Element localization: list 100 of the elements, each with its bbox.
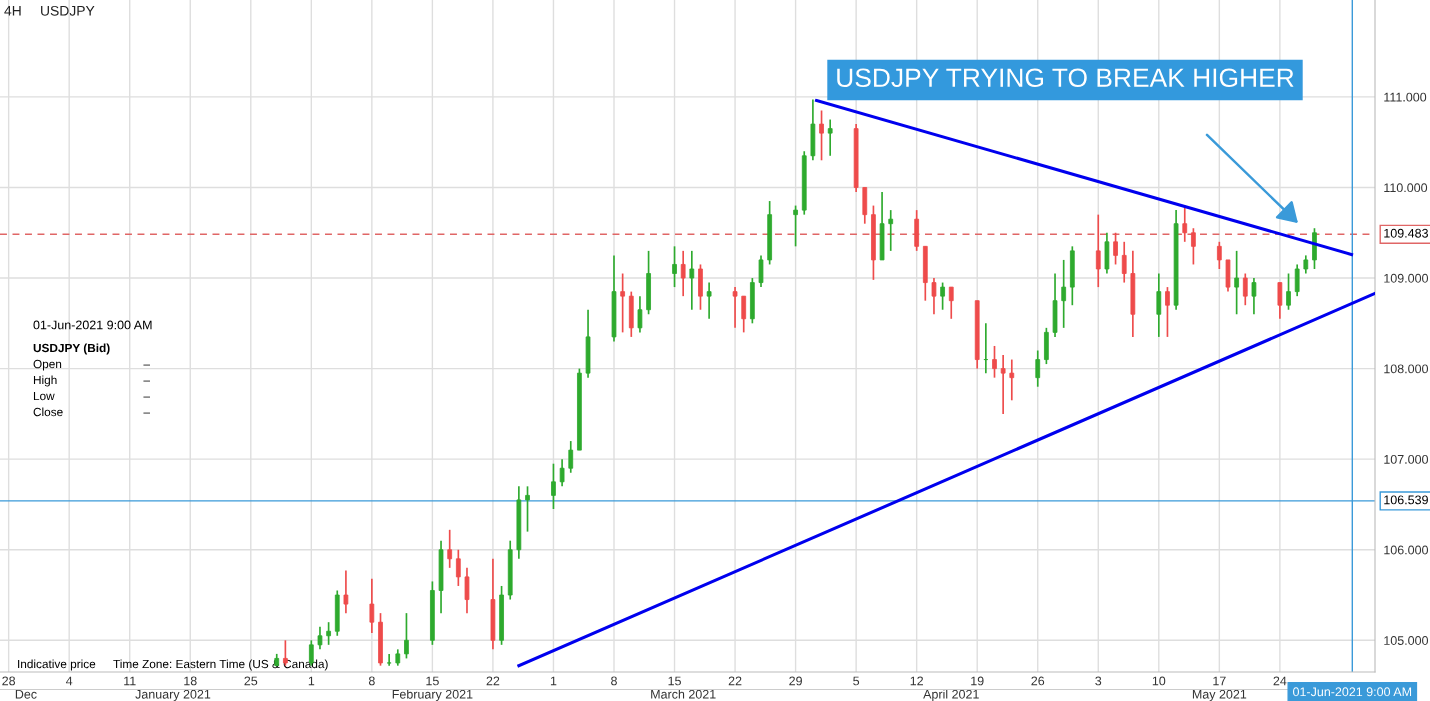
candlestick (1113, 231, 1118, 266)
x-tick-label: 19 (971, 676, 984, 686)
candlestick (888, 209, 894, 252)
candlestick (559, 458, 565, 488)
x2-tick-label: April 2021 (923, 689, 979, 701)
x-tick-label: 3 (1095, 676, 1102, 686)
candlestick (343, 569, 349, 614)
candlestick (1095, 213, 1101, 288)
candlestick (1294, 263, 1300, 297)
chart-title: 4H (4, 6, 21, 16)
candlestick (637, 295, 643, 334)
candlestick (680, 250, 686, 297)
y-tick-label: 107.000 (1384, 454, 1429, 464)
ref-line-label: 106.539 (1384, 495, 1428, 505)
x-tick-label: 1 (550, 676, 557, 686)
candlestick (940, 281, 945, 311)
x-tick-label: 22 (728, 676, 742, 686)
y-tick-label: 105.000 (1384, 636, 1429, 645)
annotation: USDJPY (Bid) (33, 343, 110, 355)
y-tick-label: 109.000 (1384, 273, 1429, 283)
candlestick (1191, 227, 1196, 266)
candlestick (1303, 254, 1309, 275)
x-tick-label: 12 (910, 676, 923, 686)
x-tick-label: 26 (1031, 676, 1045, 686)
candlestick (525, 485, 530, 533)
x-tick-label: 18 (184, 676, 197, 686)
x-tick-label: 1 (308, 676, 315, 686)
x-tick-label: 22 (486, 676, 500, 686)
x2-tick-label: May 2021 (1192, 689, 1247, 701)
ref-line-label: 01-Jun-2021 9:00 AM (1293, 687, 1412, 697)
candlestick (620, 272, 626, 334)
x-tick-label: 15 (668, 676, 681, 686)
candlestick (992, 345, 997, 379)
y-tick-label: 106.000 (1384, 545, 1429, 555)
candlestick (464, 567, 470, 614)
candlestick (386, 653, 392, 667)
x-tick-label: 11 (124, 676, 136, 686)
ref-line-label: 109.483 (1384, 228, 1428, 238)
candlestick (1165, 286, 1170, 338)
x-tick-label: 15 (426, 676, 439, 686)
y-tick-label: 111.000 (1384, 92, 1427, 102)
x2-tick-label: Dec (15, 689, 37, 699)
candlestick (672, 245, 677, 288)
annotation: – (143, 364, 150, 366)
annotation: USDJPY TRYING TO BREAK HIGHER (837, 68, 1294, 88)
candlestick (1234, 250, 1239, 316)
candlestick (1286, 272, 1291, 311)
x2-tick-label: March 2021 (651, 689, 716, 699)
x2-tick-label: February 2021 (392, 689, 473, 701)
candlestick (1277, 281, 1283, 320)
candlestick (1121, 240, 1127, 284)
annotation: Open (33, 359, 62, 371)
candlestick (447, 528, 453, 569)
annotation: – (143, 396, 150, 398)
x-tick-label: 5 (853, 676, 860, 686)
candlestick (1216, 240, 1222, 270)
candlestick (568, 440, 574, 474)
candlestick (706, 281, 712, 320)
y-tick-label: 108.000 (1384, 364, 1429, 374)
candlestick (1009, 358, 1015, 402)
x-tick-label: 17 (1213, 676, 1226, 686)
x-tick-label: 29 (789, 676, 802, 686)
candlestick (1156, 272, 1162, 338)
x-tick-label: 4 (65, 676, 73, 686)
x-tick-label: 10 (1152, 676, 1166, 686)
x-tick-label: 28 (2, 676, 16, 686)
x-tick-label: 24 (1273, 676, 1287, 686)
annotation: High (33, 375, 57, 387)
candlestick (551, 462, 556, 510)
x2-tick-label: January 2021 (135, 689, 211, 701)
candlestick (689, 250, 695, 311)
candlestick (1035, 349, 1041, 388)
candlestick (931, 277, 937, 316)
candlestick (1242, 272, 1248, 307)
chart-subtitle: USDJPY (41, 5, 95, 16)
candlestick (758, 254, 764, 288)
candlestick (793, 204, 798, 248)
annotation: – (143, 412, 150, 414)
candlestick (455, 548, 461, 587)
annotation: 01-Jun-2021 9:00 AM (33, 320, 152, 330)
candlestick (741, 295, 747, 334)
candlestick (732, 286, 738, 329)
candlestick (317, 625, 323, 651)
annotation: Low (33, 391, 55, 401)
candlestick (827, 118, 833, 157)
candlestick (369, 577, 375, 634)
x-tick-label: 25 (244, 676, 258, 686)
annotation: Indicative price (18, 659, 96, 671)
annotation: Close (33, 407, 63, 417)
annotation: – (143, 380, 150, 382)
candlestick (948, 286, 954, 320)
x-tick-label: 8 (611, 676, 617, 686)
x-tick-label: 8 (368, 676, 375, 686)
candlestick (819, 109, 824, 162)
candlestick (404, 612, 409, 660)
candlestick (1251, 277, 1257, 316)
y-tick-label: 110.000 (1384, 183, 1428, 193)
candlestick (326, 621, 331, 646)
candlestick (1000, 354, 1006, 415)
candlestick (1061, 259, 1067, 329)
